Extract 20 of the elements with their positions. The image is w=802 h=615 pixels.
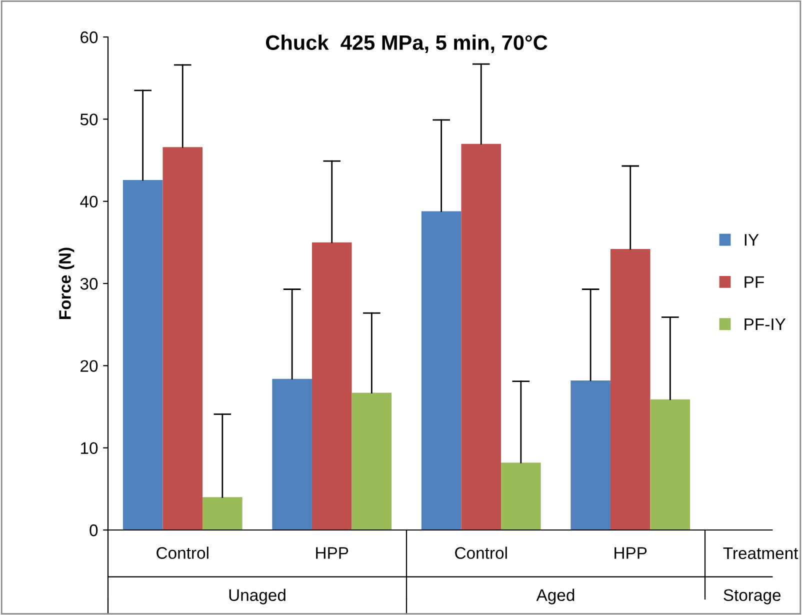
y-tick-label: 0 <box>90 524 98 536</box>
legend-label: PF-IY <box>744 318 786 330</box>
x-tick-label: Control <box>156 546 208 559</box>
text: Aged <box>536 588 574 604</box>
legend-label: PF <box>744 276 764 288</box>
y-tick-label: 10 <box>81 442 98 454</box>
text: Unaged <box>229 588 286 604</box>
x-tick-label: HPP <box>316 547 348 559</box>
y-axis-title: Force (N) <box>58 248 74 319</box>
chart-title: Chuck 425 MPa, 5 min, 70°C <box>266 34 548 54</box>
legend-label: IY <box>744 234 759 246</box>
x-tick-label: HPP <box>614 547 647 559</box>
y-tick-label: 50 <box>80 114 98 126</box>
y-tick-label: 20 <box>80 360 98 372</box>
text: Storage <box>724 589 781 604</box>
y-tick-label: 60 <box>80 31 98 44</box>
y-tick-label: 30 <box>80 278 98 290</box>
x-tick-label: Control <box>455 546 507 559</box>
y-tick-label: 40 <box>80 196 98 208</box>
text: Treatment <box>723 547 798 560</box>
